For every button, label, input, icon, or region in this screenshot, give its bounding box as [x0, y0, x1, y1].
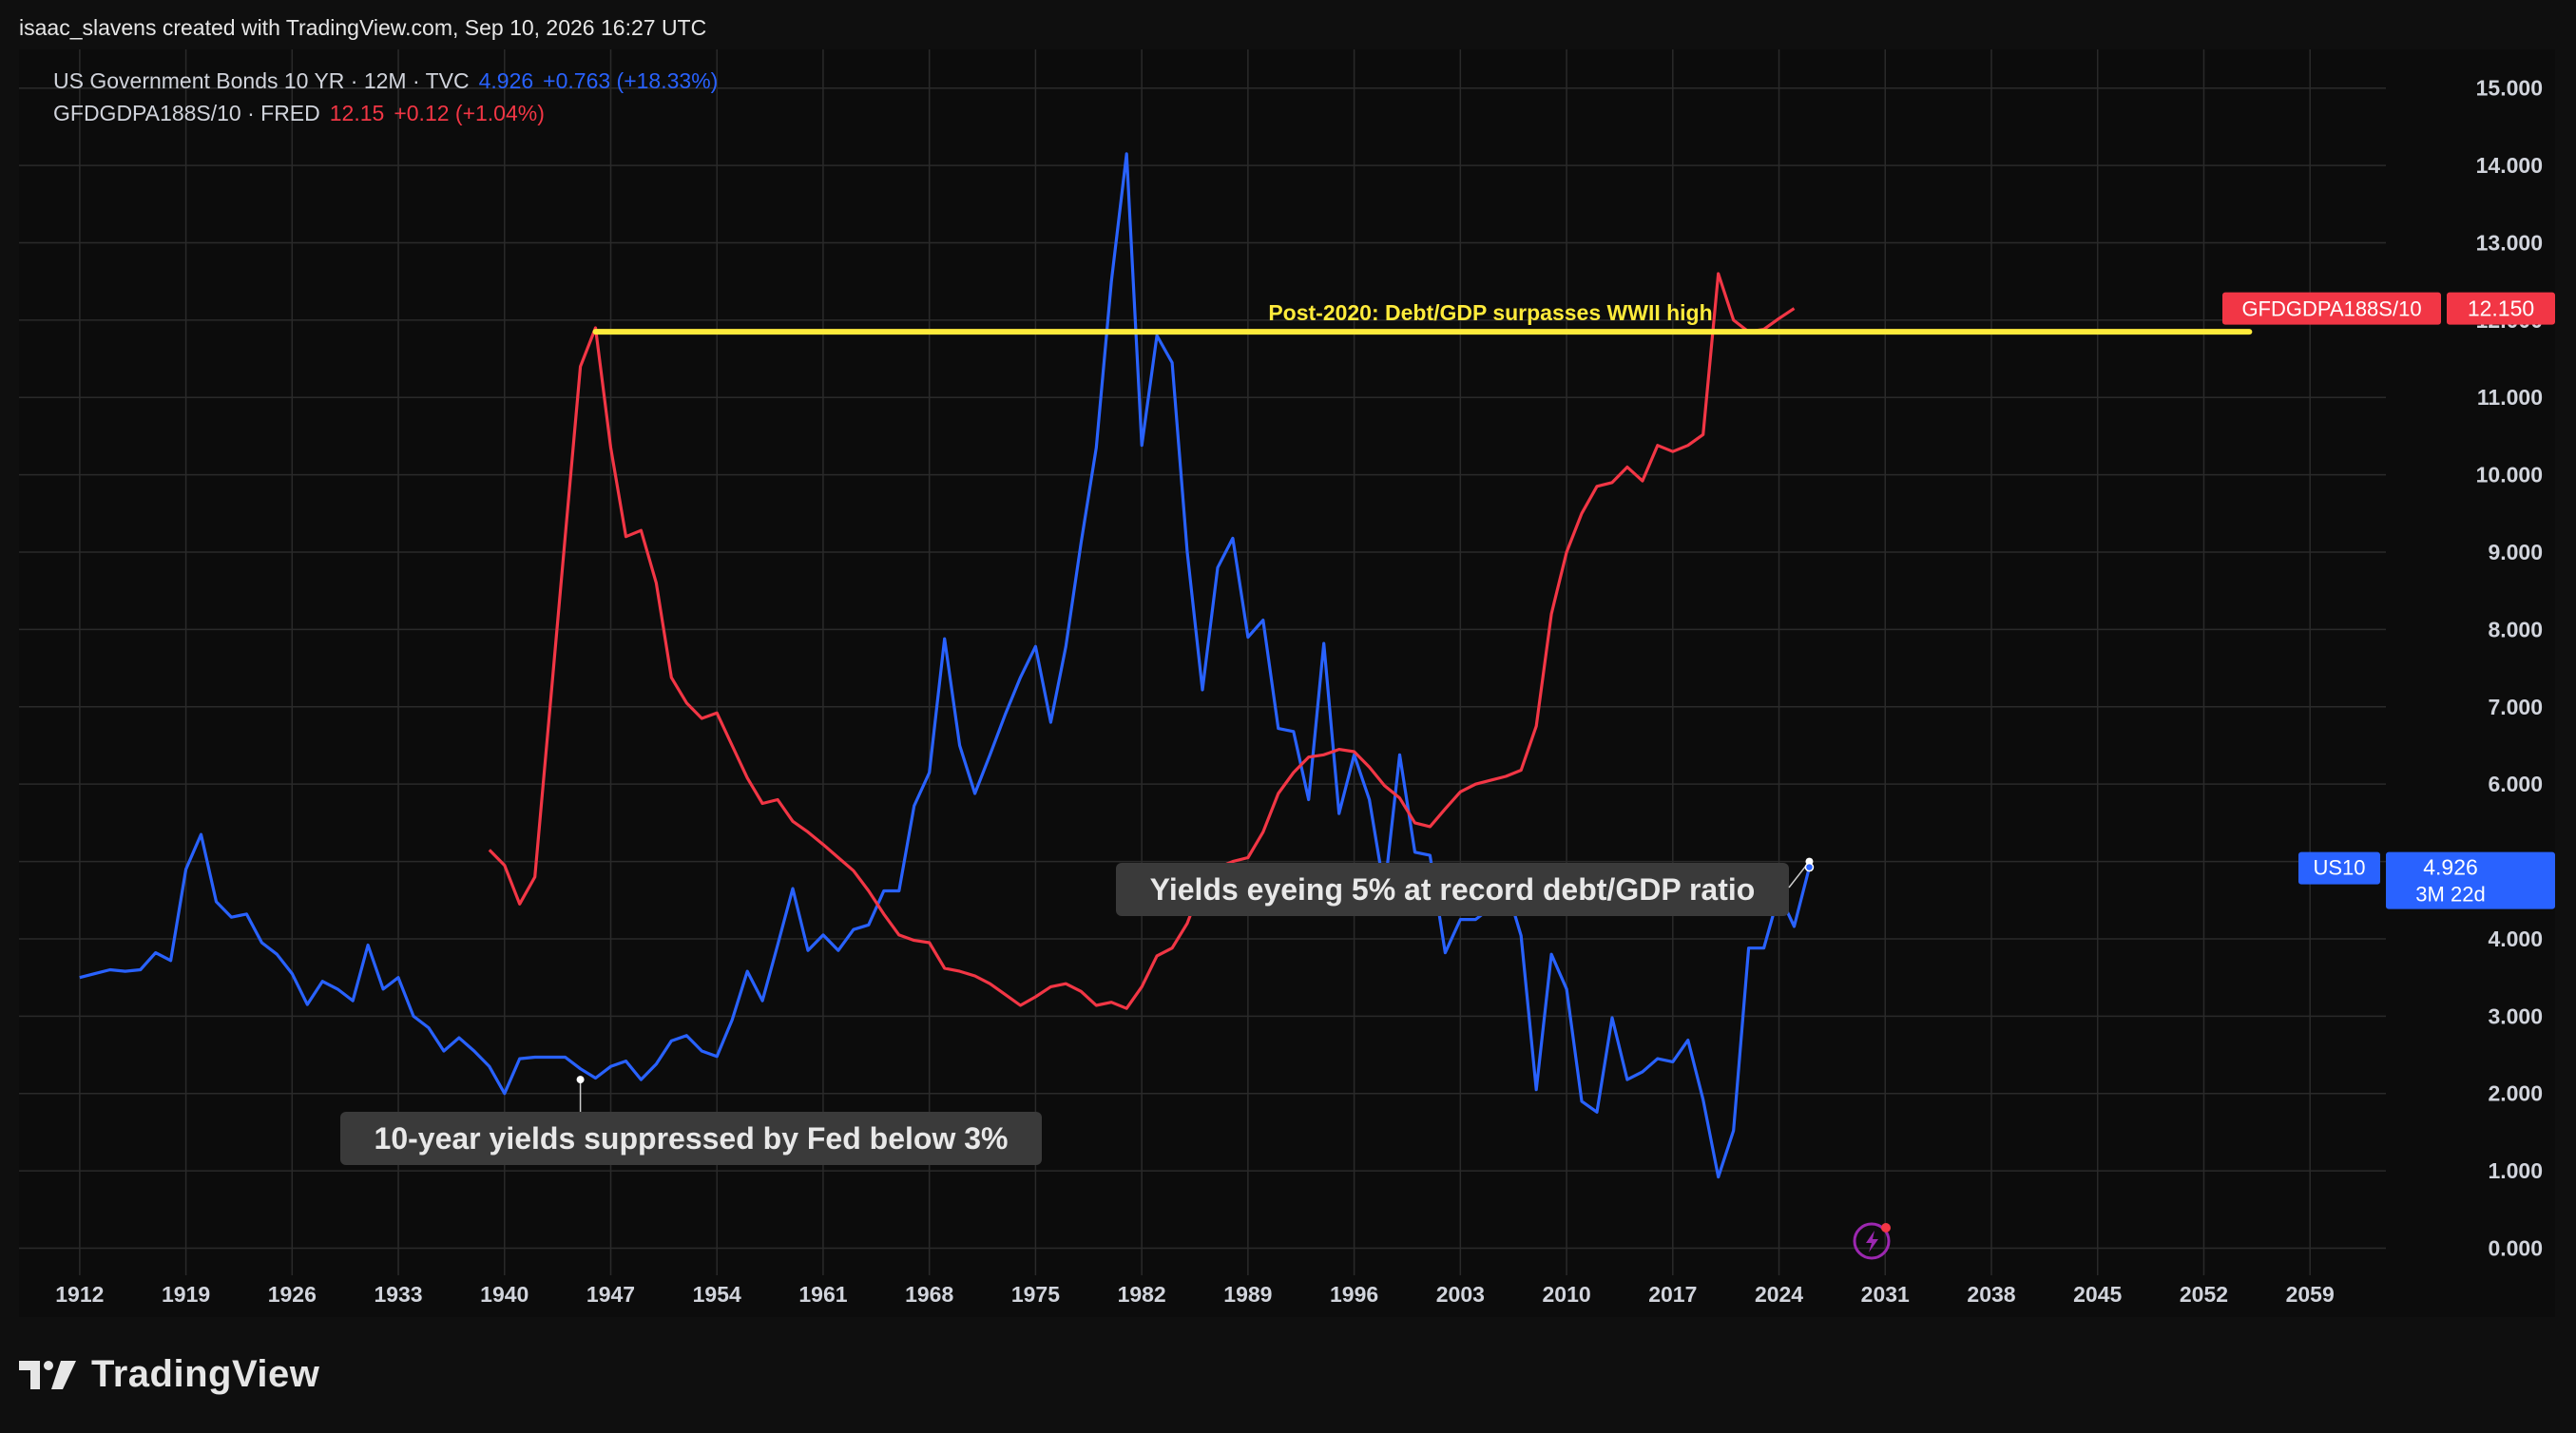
- x-tick-label: 1975: [1011, 1282, 1060, 1307]
- y-tick-label: 15.000: [2476, 76, 2543, 101]
- y-tick-label: 14.000: [2476, 153, 2543, 178]
- lightning-bolt: [1866, 1231, 1878, 1252]
- x-tick-label: 2045: [2073, 1282, 2122, 1307]
- tradingview-wordmark: TradingView: [91, 1353, 320, 1395]
- x-tick-label: 1947: [586, 1282, 635, 1307]
- y-tick-label: 8.000: [2488, 617, 2543, 641]
- y-tick-label: 2.000: [2488, 1081, 2543, 1106]
- series-line-debt-gdp: [488, 272, 1796, 1010]
- legend-us10-change: +0.763 (+18.33%): [543, 68, 719, 93]
- tradingview-brand[interactable]: TradingView: [19, 1353, 319, 1396]
- x-tick-label: 1912: [55, 1282, 104, 1307]
- tradingview-logo-icon: [19, 1360, 76, 1389]
- y-tick-label: 10.000: [2476, 463, 2543, 487]
- y-tick-label: 13.000: [2476, 230, 2543, 255]
- axes: 1912 1919 1926 1933 1940 1947 1954 1961 1968 1975…: [55, 76, 2555, 1307]
- x-tick-label: 1989: [1223, 1282, 1272, 1307]
- y-tick-label: 6.000: [2488, 772, 2543, 796]
- chart-canvas[interactable]: Post-2020: Debt/GDP surpasses WWII high1…: [19, 49, 2555, 1317]
- price-label-countdown: 3M 22d: [2415, 883, 2485, 907]
- x-tick-label: 2059: [2286, 1282, 2335, 1307]
- price-label-name-box: [2222, 292, 2441, 325]
- lightning-circle: [1853, 1222, 1891, 1260]
- x-tick-label: 1954: [693, 1282, 741, 1307]
- grid: [19, 49, 2386, 1275]
- x-tick-label: 2010: [1542, 1282, 1590, 1307]
- annotations: Post-2020: Debt/GDP surpasses WWII high 1…: [340, 300, 2253, 1165]
- chart-caption: isaac_slavens created with TradingView.c…: [19, 15, 707, 40]
- x-tick-label: 1926: [268, 1282, 317, 1307]
- price-label-value: 12.150: [2468, 296, 2534, 321]
- y-tick-label: 11.000: [2477, 385, 2543, 410]
- callout-box: [340, 1112, 1042, 1165]
- price-label-name: GFDGDPA188S/10: [2241, 297, 2421, 321]
- legend-us10[interactable]: US Government Bonds 10 YR · 12M · TVC 4.9…: [53, 68, 727, 94]
- price-label-name-box: [2298, 851, 2380, 885]
- x-tick-label: 1961: [798, 1282, 847, 1307]
- x-tick-label: 1982: [1118, 1282, 1166, 1307]
- series-line-us10: [79, 152, 1812, 1179]
- legend-debt-gdp-value: 12.15: [329, 101, 385, 125]
- x-tick-label: 1996: [1330, 1282, 1378, 1307]
- price-label-value-box: [2386, 851, 2555, 909]
- x-tick-label: 2038: [1967, 1282, 2015, 1307]
- x-tick-label: 2024: [1755, 1282, 1803, 1307]
- x-tick-label: 2003: [1436, 1282, 1485, 1307]
- price-label-name: US10: [2313, 856, 2365, 880]
- callout-anchor-dot: [576, 1076, 585, 1084]
- hline-annotation-label: Post-2020: Debt/GDP surpasses WWII high: [1268, 300, 1712, 325]
- chart-panel[interactable]: Post-2020: Debt/GDP surpasses WWII high 1…: [19, 49, 2555, 1317]
- x-tick-label: 2052: [2180, 1282, 2228, 1307]
- callout-text: Yields eyeing 5% at record debt/GDP rati…: [1150, 872, 1756, 907]
- series-lines: [79, 152, 1812, 1179]
- x-tick-label: 1933: [374, 1282, 422, 1307]
- legend-debt-gdp-name: GFDGDPA188S/10 · FRED: [53, 101, 320, 125]
- y-tick-label: 1.000: [2488, 1158, 2543, 1183]
- legend-debt-gdp[interactable]: GFDGDPA188S/10 · FRED 12.15 +0.12 (+1.04%): [53, 101, 554, 126]
- y-tick-label: 7.000: [2488, 695, 2543, 719]
- y-tick-label: 3.000: [2488, 1003, 2543, 1028]
- x-tick-label: 2017: [1648, 1282, 1697, 1307]
- legend-debt-gdp-change: +0.12 (+1.04%): [394, 101, 545, 125]
- x-tick-label: 2031: [1861, 1282, 1910, 1307]
- price-label-value: 4.926: [2423, 855, 2478, 880]
- callout-text: 10-year yields suppressed by Fed below 3…: [375, 1121, 1009, 1156]
- legend-us10-name: US Government Bonds 10 YR · 12M · TVC: [53, 68, 470, 93]
- legend-us10-value: 4.926: [478, 68, 534, 93]
- lightning-bolt-icon[interactable]: [1853, 1222, 1891, 1260]
- callout-box: [1116, 863, 1789, 916]
- x-tick-label: 1968: [905, 1282, 953, 1307]
- y-tick-label: 4.000: [2488, 927, 2543, 951]
- y-tick-label: 9.000: [2488, 540, 2543, 564]
- y-tick-label: 0.000: [2488, 1236, 2543, 1261]
- notification-dot: [1881, 1223, 1891, 1232]
- price-label-value-box: [2447, 292, 2555, 325]
- x-tick-label: 1919: [162, 1282, 210, 1307]
- us10-last-point: [1804, 862, 1815, 872]
- x-tick-label: 1940: [480, 1282, 529, 1307]
